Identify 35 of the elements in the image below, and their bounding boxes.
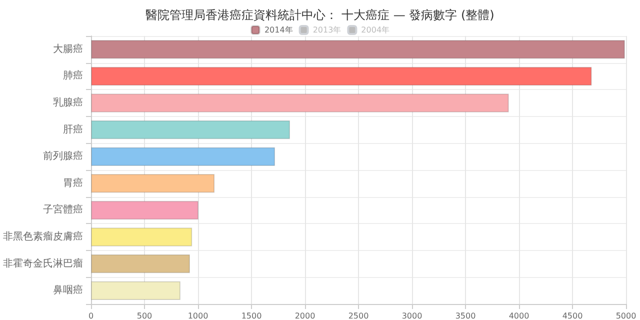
bar — [91, 228, 192, 246]
y-tick-label: 乳腺癌 — [53, 96, 83, 108]
y-tick-label: 胃癌 — [63, 176, 83, 189]
bar — [91, 147, 276, 166]
x-tick-label: 1000 — [188, 312, 208, 320]
y-tick-label: 子宮體癌 — [43, 204, 83, 216]
y-tick-label: 前列腺癌 — [43, 150, 83, 162]
y-tick-label: 非霍奇金氏淋巴瘤 — [3, 257, 83, 270]
x-tick-label: 5000 — [616, 312, 636, 320]
legend-label: 2014年 — [264, 26, 293, 34]
y-tick-label: 大腸癌 — [53, 42, 83, 55]
legend-label: 2004年 — [361, 26, 390, 34]
chart-title: 醫院管理局香港癌症資料統計中心： 十大癌症 — 發病數字 (整體) — [146, 8, 494, 22]
y-tick-label: 肝癌 — [63, 123, 83, 136]
y-tick-label: 鼻咽癌 — [53, 284, 83, 296]
bar — [91, 174, 215, 193]
y-tick-label: 肺癌 — [63, 70, 83, 82]
legend-label: 2013年 — [312, 26, 342, 34]
x-tick-label: 4500 — [562, 312, 583, 320]
bar — [91, 120, 290, 140]
x-tick-label: 2000 — [294, 312, 316, 320]
y-tick-label: 非黑色素瘤皮膚癌 — [3, 230, 83, 242]
x-tick-label: 4000 — [508, 312, 530, 320]
bar — [91, 40, 625, 59]
x-tick-label: 0 — [88, 312, 94, 320]
x-tick-label: 3000 — [402, 312, 422, 320]
x-tick-label: 1500 — [241, 312, 262, 320]
x-tick-label: 3500 — [455, 312, 476, 320]
bar — [91, 281, 180, 300]
x-tick-label: 500 — [136, 312, 152, 320]
x-tick-label: 2500 — [348, 312, 369, 320]
bar — [91, 94, 509, 112]
bar — [91, 200, 198, 220]
bar — [91, 66, 592, 86]
bar — [91, 254, 190, 274]
